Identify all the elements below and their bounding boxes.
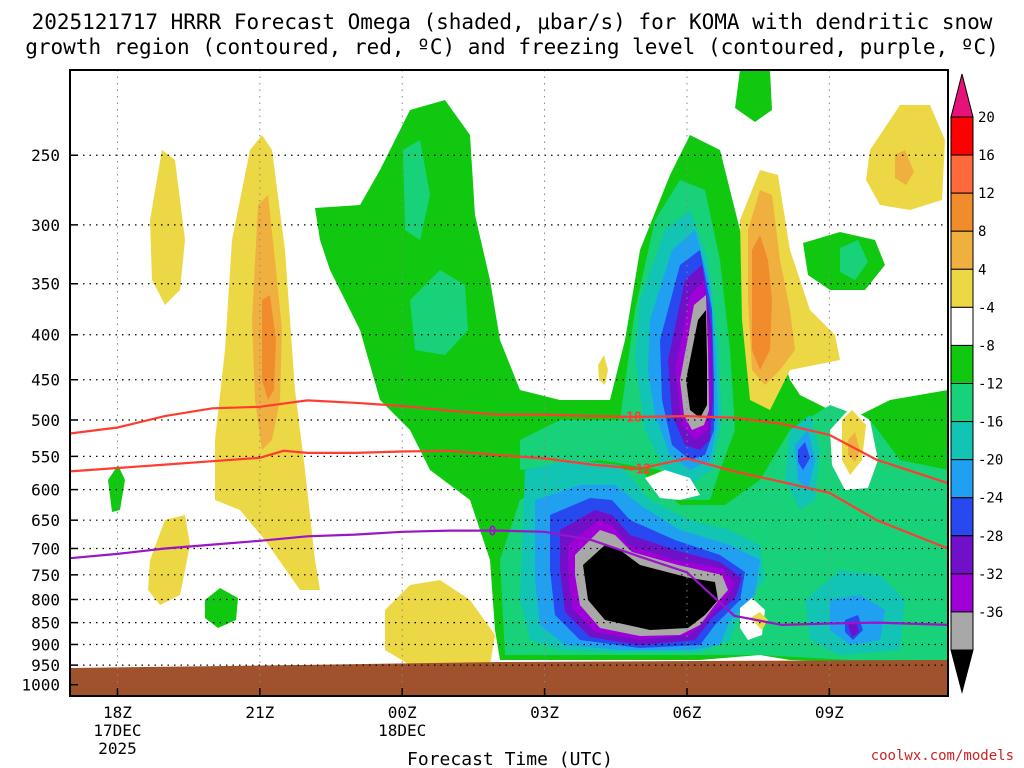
colorbar-label: -24 — [978, 491, 1003, 507]
contour-lines: -18 -12 0 — [70, 399, 948, 627]
x-tick-date: 17DEC — [93, 721, 141, 740]
colorbar-label: -36 — [978, 605, 1003, 621]
colorbar-label: 20 — [978, 110, 995, 126]
omega-region-green-small2 — [108, 465, 125, 512]
contour--12 — [70, 449, 948, 550]
x-tick-label: 00Z — [388, 703, 417, 722]
omega-region-m8-mid — [410, 270, 468, 355]
y-tick-label: 300 — [31, 216, 60, 235]
y-tick-label: 700 — [31, 539, 60, 558]
x-tick-label: 06Z — [673, 703, 702, 722]
colorbar-top-arrow — [950, 73, 974, 118]
omega-region-p12-21z — [262, 295, 276, 400]
y-tick-label: 750 — [31, 566, 60, 585]
x-axis-label: Forecast Time (UTC) — [407, 749, 613, 768]
omega-region-p4-dot1 — [598, 355, 608, 385]
y-tick-label: 800 — [31, 590, 60, 609]
colorbar-segment — [950, 535, 974, 575]
omega-region-p4-00z-low — [385, 580, 495, 668]
x-tick-year: 2025 — [98, 739, 137, 758]
y-tick-label: 600 — [31, 481, 60, 500]
y-tick-label: 450 — [31, 371, 60, 390]
colorbar-segment — [950, 116, 974, 156]
colorbar-label: -8 — [978, 338, 995, 354]
y-tick-label: 500 — [31, 411, 60, 430]
omega-shading — [70, 70, 948, 696]
y-tick-label: 550 — [31, 447, 60, 466]
y-tick-label: 900 — [31, 635, 60, 654]
contour-label--12: -12 — [628, 463, 651, 478]
ground-terrain — [70, 660, 948, 696]
y-tick-label: 350 — [31, 275, 60, 294]
x-tick-label: 09Z — [815, 703, 844, 722]
x-tick-label: 03Z — [530, 703, 559, 722]
y-tick-label: 650 — [31, 511, 60, 530]
omega-region-m8-upper — [403, 140, 430, 240]
omega-region-green-small3 — [205, 588, 238, 628]
colorbar-segment — [950, 306, 974, 346]
colorbar-segment — [950, 230, 974, 270]
colorbar-bottom-arrow — [950, 649, 974, 694]
omega-region-m36 — [583, 545, 718, 630]
colorbar-segment — [950, 459, 974, 499]
colorbar-label: -32 — [978, 567, 1003, 583]
credit-text: coolwx.com/models — [871, 748, 1014, 764]
colorbar-segment — [950, 611, 974, 651]
x-tick-label: 18Z — [103, 703, 132, 722]
colorbar-segment — [950, 421, 974, 461]
omega-region-p12-07z — [752, 235, 772, 370]
chart-title-line-1: 2025121717 HRRR Forecast Omega (shaded, … — [32, 10, 993, 34]
colorbar: 20 16 12 8 4 -4 -8 -12 -16 -20 -24 -28 -32 -36 — [950, 73, 1003, 694]
contour--18 — [70, 399, 948, 485]
colorbar-label: -28 — [978, 529, 1003, 545]
colorbar-segment — [950, 268, 974, 308]
omega-region-p4-19z-low — [148, 515, 190, 605]
omega-region-m36-upper — [686, 310, 707, 418]
contour-label--18: -18 — [618, 411, 642, 426]
chart-title-line-2: growth region (contoured, red, ºC) and f… — [25, 35, 999, 59]
colorbar-label: -12 — [978, 377, 1003, 393]
colorbar-segment — [950, 383, 974, 423]
omega-region-green-ne — [735, 70, 772, 122]
x-tick-label: 21Z — [245, 703, 274, 722]
contour-0 — [70, 529, 948, 627]
y-tick-label: 950 — [31, 656, 60, 675]
omega-region-m8-small — [840, 240, 868, 280]
omega-region-m24-dot — [848, 622, 859, 637]
colorbar-segment — [950, 154, 974, 194]
y-tick-label: 400 — [31, 326, 60, 345]
grid-lines — [70, 70, 948, 696]
y-axis: 250 300 350 400 450 500 550 600 650 700 750 800 850 9… — [21, 146, 78, 695]
contour-label-0: 0 — [488, 525, 496, 540]
colorbar-segment — [950, 497, 974, 537]
colorbar-label: 12 — [978, 186, 995, 202]
y-tick-label: 250 — [31, 146, 60, 165]
colorbar-label: -20 — [978, 453, 1003, 469]
colorbar-label: 4 — [978, 262, 986, 278]
x-tick-date: 18DEC — [378, 721, 426, 740]
colorbar-segment — [950, 192, 974, 232]
y-tick-label: 1000 — [21, 676, 60, 695]
colorbar-label: -16 — [978, 415, 1003, 431]
colorbar-segment — [950, 344, 974, 384]
omega-region-p8-10z — [895, 150, 914, 185]
omega-region-p4-18z — [150, 150, 185, 305]
omega-region-m20-dot — [798, 442, 810, 470]
y-tick-label: 850 — [31, 614, 60, 633]
colorbar-label: 8 — [978, 224, 986, 240]
colorbar-label: -4 — [978, 300, 995, 316]
colorbar-segment — [950, 573, 974, 613]
plot-frame — [69, 69, 949, 697]
colorbar-label: 16 — [978, 148, 995, 164]
omega-hole-1 — [645, 470, 700, 500]
